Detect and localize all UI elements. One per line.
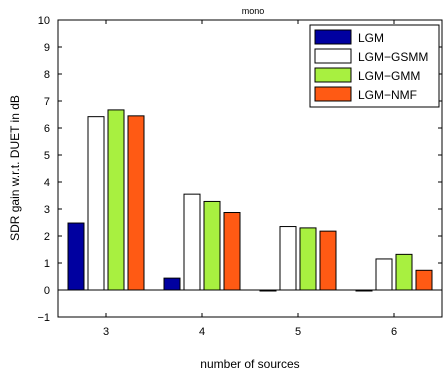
y-tick-label: −1 [37, 312, 50, 324]
legend-label: LGM−GSMM [358, 50, 428, 64]
y-tick-label: 4 [44, 177, 50, 189]
legend: LGM LGM−GSMM LGM−GMM LGM−NMF [309, 24, 440, 108]
bar-lgm-4 [163, 277, 181, 291]
bar-lgm-gmm-3 [107, 109, 125, 291]
bar-lgm-nmf-4 [223, 212, 241, 291]
y-tick-label: 6 [44, 123, 50, 135]
bar-lgm-gmm-5 [299, 227, 317, 291]
bar-lgm-nmf-5 [319, 230, 337, 291]
bar-lgm-gsmm-6 [375, 258, 393, 291]
y-tick-label: 9 [44, 42, 50, 54]
legend-swatch [314, 48, 352, 64]
y-tick-label: 7 [44, 96, 50, 108]
bar-lgm-3 [67, 222, 85, 291]
chart-title: mono [242, 6, 265, 16]
x-axis-ticks: 3 4 5 6 [103, 20, 397, 338]
legend-label: LGM−NMF [358, 88, 417, 102]
y-tick-label: 1 [44, 258, 50, 270]
bar-lgm-gsmm-3 [87, 116, 105, 291]
legend-swatch [314, 29, 352, 45]
y-axis-ticks: −1 0 1 2 3 4 5 6 7 8 9 10 [37, 15, 442, 324]
bar-lgm-nmf-3 [127, 115, 145, 291]
y-tick-label: 8 [44, 69, 50, 81]
y-tick-label: 2 [44, 231, 50, 243]
bar-lgm-nmf-6 [415, 269, 433, 291]
x-tick-label: 4 [199, 326, 205, 338]
x-tick-label: 6 [391, 326, 397, 338]
x-tick-label: 5 [295, 326, 301, 338]
x-axis-label: number of sources [200, 357, 299, 371]
y-axis-label: SDR gain w.r.t. DUET in dB [8, 95, 22, 241]
legend-swatch [314, 86, 352, 102]
y-tick-label: 10 [38, 15, 50, 27]
y-tick-label: 5 [44, 150, 50, 162]
x-tick-label: 3 [103, 326, 109, 338]
bar-lgm-gmm-4 [203, 200, 221, 291]
bar-lgm-gmm-6 [395, 253, 413, 291]
bar-lgm-gsmm-4 [183, 193, 201, 291]
legend-label: LGM [358, 31, 384, 45]
bar-lgm-gsmm-5 [279, 226, 297, 291]
legend-swatch [314, 67, 352, 83]
y-tick-label: 3 [44, 204, 50, 216]
bars-group [67, 109, 433, 292]
legend-label: LGM−GMM [358, 69, 420, 83]
y-tick-label: 0 [44, 285, 50, 297]
